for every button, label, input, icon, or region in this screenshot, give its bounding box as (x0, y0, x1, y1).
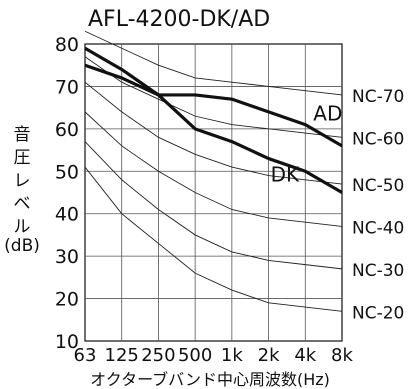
data-series (84, 46, 343, 194)
nc-curve-label: NC-70 (352, 87, 404, 107)
nc-curve (84, 111, 343, 227)
grid (84, 43, 343, 342)
y-tick-label: 80 (55, 34, 79, 56)
series-label: DK (271, 163, 300, 187)
chart-labels: 10 20 30 40 50 60 70 80 63 125 250 500 1k 2k 4k 8k 音圧レベル… (14, 34, 405, 366)
nc-curve (84, 81, 343, 185)
y-tick-label: 20 (55, 289, 79, 311)
y-tick-label: 60 (55, 119, 79, 141)
y-axis-label-char: 音 (14, 125, 31, 145)
nc-curve-label: NC-20 (352, 303, 404, 323)
x-tick-label: 125 (105, 345, 139, 366)
y-axis-label-char: ル (14, 217, 31, 237)
series-line (84, 63, 343, 194)
nc-curve (84, 30, 343, 96)
x-axis-label: オクターブバンド中心周波数(Hz) (90, 370, 330, 389)
plot-frame (84, 43, 343, 342)
x-tick-label: 4k (294, 345, 316, 366)
y-unit-label: (dB) (4, 236, 40, 256)
chart-title: AFL-4200-DK/AD (88, 7, 270, 32)
x-tick-label: 2k (258, 345, 280, 366)
x-tick-label: 63 (74, 345, 97, 366)
nc-curve-label: NC-40 (352, 218, 404, 238)
y-tick-label: 30 (55, 246, 79, 268)
y-axis-label-char: レ (14, 171, 31, 191)
y-axis-label-char: 圧 (14, 148, 31, 168)
nc-curves (84, 30, 343, 312)
series-label: AD (313, 102, 342, 126)
nc-curve (84, 56, 343, 138)
x-tick-label: 8k (331, 345, 353, 366)
nc-curve-label: NC-60 (352, 129, 404, 149)
y-tick-label: 70 (55, 76, 79, 98)
nc-curve (84, 141, 343, 270)
y-tick-label: 10 (55, 331, 79, 353)
series-line (84, 46, 343, 148)
y-tick-label: 50 (55, 161, 79, 183)
nc-curve-label: NC-30 (352, 261, 404, 281)
y-axis-label-char: ベ (14, 194, 31, 214)
nc-curve-label: NC-50 (352, 176, 404, 196)
nc-curve (84, 166, 343, 312)
x-tick-label: 1k (221, 345, 243, 366)
x-tick-label: 500 (178, 345, 212, 366)
x-tick-label: 250 (141, 345, 175, 366)
y-tick-label: 40 (55, 204, 79, 226)
